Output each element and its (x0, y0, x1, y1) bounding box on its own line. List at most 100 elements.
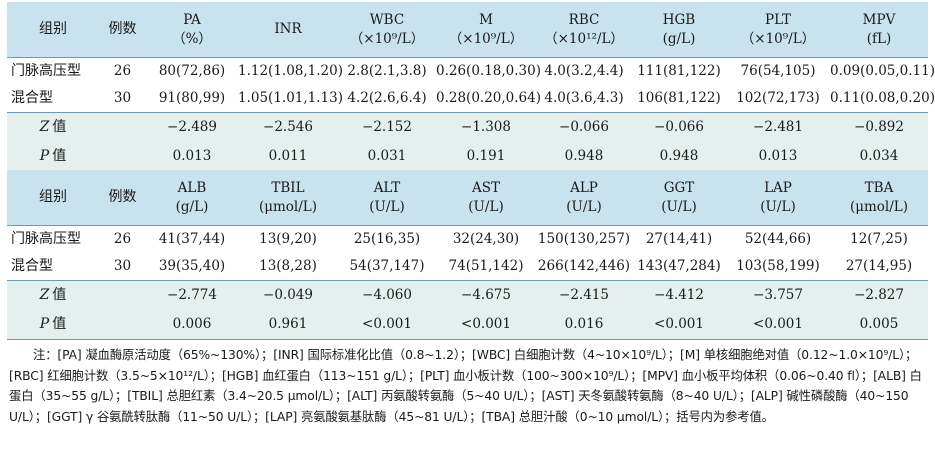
group-name: 门脉高压型 (7, 57, 99, 85)
table-cell: 106(81,122) (637, 90, 721, 106)
table-cell: 102(72,173) (736, 90, 820, 106)
table-cell: 111(81,122) (632, 57, 726, 85)
header-tbil: TBIL (μmol/L) (238, 170, 338, 226)
table-cell: <0.001 (436, 310, 536, 340)
header-label: PA (183, 11, 201, 28)
header-label: ALB (177, 179, 207, 196)
table-cell: 0.11(0.08,0.20) (830, 90, 935, 106)
header-pa: PA （%） (146, 2, 238, 58)
header-count: 例数 (99, 170, 146, 226)
empty-cell (99, 310, 146, 340)
header-label: WBC (369, 11, 405, 28)
group-name: 混合型 (11, 90, 53, 106)
table-cell: 80(72,86) (146, 57, 238, 85)
table-cell: 41(37,44) (146, 225, 238, 253)
header-unit: (U/L) (369, 198, 405, 215)
table-cell: −2.827 (830, 280, 928, 310)
table-row: 门脉高压型 26 41(37,44) 13(9,20) 25(16,35) 32… (7, 225, 928, 253)
table-cell: −2.152 (338, 112, 436, 142)
table-footnote: 注：[PA] 凝血酶原活动度（65%~130%）；[INR] 国际标准化比值（0… (9, 348, 922, 424)
table-cell: 54(37,147) (349, 258, 425, 274)
table-cell: 0.013 (726, 142, 830, 171)
header-alb: ALB (g/L) (146, 170, 238, 226)
header-alp: ALP (U/L) (536, 170, 632, 226)
table-row: 混合型 30 91(80,99) 1.05(1.01,1.13) 4.2(2.6… (7, 85, 935, 113)
header-m: M （×10⁹/L） (436, 2, 536, 58)
z-symbol: Z (39, 287, 50, 303)
table-cell: 25(16,35) (338, 225, 436, 253)
header-label: GGT (663, 179, 695, 196)
header-wbc: WBC （×10⁹/L） (338, 2, 436, 58)
case-count: 26 (99, 57, 146, 85)
header-label: LAP (764, 179, 792, 196)
table-cell: −1.308 (436, 112, 536, 142)
header-label: MPV (862, 11, 896, 28)
table-cell: 13(9,20) (238, 225, 338, 253)
header-unit: (fL) (866, 30, 892, 47)
header-group: 组别 (7, 2, 99, 58)
table-cell: 0.034 (830, 142, 928, 171)
header-unit: (μmol/L) (849, 198, 909, 215)
table-cell: −0.049 (238, 280, 338, 310)
header-label: M (479, 11, 493, 28)
table-cell: 0.26(0.18,0.30) (436, 57, 541, 85)
table-cell: −2.546 (238, 112, 338, 142)
header-label: ALT (373, 179, 401, 196)
empty-cell (99, 142, 146, 171)
table-cell: 2.8(2.1,3.8) (338, 57, 436, 85)
table-cell: 0.016 (536, 310, 632, 340)
header-unit: (g/L) (662, 30, 696, 47)
table-cell: 74(51,142) (448, 258, 524, 274)
table-cell: 0.006 (146, 310, 238, 340)
table-cell: 12(7,25) (830, 225, 928, 253)
header-count: 例数 (99, 2, 146, 58)
table-row: 混合型 30 39(35,40) 13(8,28) 54(37,147) 74(… (7, 253, 928, 281)
header-unit: （%） (172, 30, 212, 47)
table-cell: 0.031 (338, 142, 436, 171)
table-cell: 4.0(3.6,4.3) (544, 90, 624, 106)
table-cell: 32(24,30) (436, 225, 536, 253)
table-cell: 76(54,105) (726, 57, 830, 85)
header-unit: (U/L) (661, 198, 697, 215)
table-cell: 52(44,66) (726, 225, 830, 253)
table-row: 门脉高压型 26 80(72,86) 1.12(1.08,1.20) 2.8(2… (7, 57, 935, 85)
table-liver-indices: 组别 例数 ALB (g/L) TBIL (μmol/L) ALT (U/L) AST… (7, 170, 928, 340)
header-inr: INR (238, 2, 338, 58)
table-cell: 266(142,446) (537, 258, 631, 274)
header-tba: TBA (μmol/L) (830, 170, 928, 226)
header-unit: (U/L) (468, 198, 504, 215)
header-unit: (U/L) (566, 198, 602, 215)
table-cell: −2.774 (146, 280, 238, 310)
empty-cell (99, 280, 146, 310)
table-cell: 0.191 (436, 142, 536, 171)
case-count: 26 (99, 225, 146, 253)
p-symbol: P (39, 148, 50, 164)
table-cell: −4.060 (338, 280, 436, 310)
header-group: 组别 (7, 170, 99, 226)
table-cell: 103(58,199) (736, 258, 820, 274)
table-cell: 91(80,99) (158, 90, 226, 106)
header-hgb: HGB (g/L) (632, 2, 726, 58)
table-cell: 27(14,95) (845, 258, 913, 274)
table-cell: −0.066 (632, 112, 726, 142)
header-unit: （×10¹²/L） (544, 30, 624, 47)
header-ast: AST (U/L) (436, 170, 536, 226)
table-cell: <0.001 (632, 310, 726, 340)
header-label: ALP (570, 179, 598, 196)
header-unit: （×10⁹/L） (740, 30, 816, 47)
header-label: HGB (662, 11, 696, 28)
table-cell: 143(47,284) (637, 258, 721, 274)
table-cell: −0.066 (536, 112, 632, 142)
table-cell: −3.757 (726, 280, 830, 310)
p-label-text: 值 (52, 316, 67, 332)
table-cell: 0.013 (146, 142, 238, 171)
case-count: 30 (113, 258, 132, 274)
header-label: TBIL (271, 179, 305, 196)
table-cell: −4.675 (436, 280, 536, 310)
